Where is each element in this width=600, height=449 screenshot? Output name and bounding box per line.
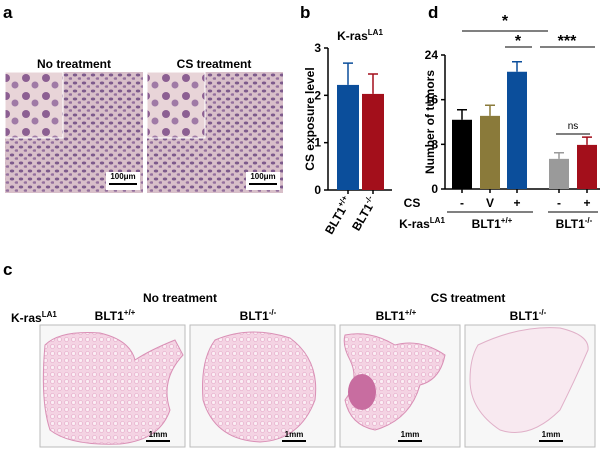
group-sup: -/- [585, 216, 593, 225]
lung-images [39, 324, 596, 448]
x-tick-label: + [513, 196, 520, 210]
y-tick-label: 8 [431, 137, 438, 151]
significance: *** [558, 33, 577, 50]
error-bar [554, 151, 564, 159]
image-label: BLT1+/+ [95, 308, 136, 323]
error-bar [582, 136, 592, 145]
image-label-text: BLT1 [240, 309, 269, 323]
panel-letter: b [300, 3, 310, 22]
header: CS treatment [431, 291, 506, 305]
bar [577, 144, 597, 189]
bar [337, 84, 359, 190]
row-label: CS [404, 196, 421, 210]
lung-section [202, 331, 317, 443]
bar [549, 158, 569, 189]
group-label: BLT1+/+ [472, 216, 513, 231]
y-tick-label: 1 [314, 136, 321, 150]
title-sup: LA1 [368, 28, 384, 37]
scale-box [106, 172, 140, 190]
row-label: K-rasLA1 [11, 310, 57, 325]
image-label: BLT1+/+ [376, 308, 417, 323]
group-text: BLT1 [472, 217, 501, 231]
x-tick-label: BLT1+/+ [321, 194, 354, 237]
group-text: BLT1 [556, 217, 585, 231]
image-label-text: BLT1 [510, 309, 539, 323]
bar [480, 115, 500, 189]
scale-label: 1mm [542, 430, 561, 439]
title-text: K-ras [337, 29, 368, 43]
bar [507, 71, 527, 189]
image-label-text: BLT1 [376, 309, 405, 323]
bar [452, 119, 472, 189]
chart-title: K-rasLA1 [337, 28, 383, 43]
y-tick-label: 16 [425, 93, 439, 107]
lung-section [42, 332, 184, 445]
lung-section [469, 327, 589, 433]
scale-label: 1mm [149, 430, 168, 439]
group-label: BLT1-/- [556, 216, 593, 231]
row-label: K-rasLA1 [399, 216, 445, 231]
error-bar [457, 108, 467, 120]
row-label-sup: LA1 [42, 310, 58, 319]
y-tick-label: 0 [314, 183, 321, 197]
panel-letter: a [3, 3, 13, 22]
x-tick-label: - [557, 196, 561, 210]
inset-image [4, 71, 64, 139]
significance: * [515, 33, 522, 50]
x-tick-label: BLT1-/- [348, 194, 379, 234]
significance: ns [568, 121, 579, 132]
bar [362, 93, 384, 190]
y-tick-label: 0 [431, 182, 438, 196]
x-tick-sup: +/+ [336, 194, 350, 209]
y-axis-label: CS exposure level [303, 67, 317, 170]
scale-box [246, 172, 280, 190]
row-label-text: K-ras [11, 311, 42, 325]
image-label: BLT1-/- [510, 308, 547, 323]
x-tick-label: V [486, 196, 494, 210]
x-tick-label: - [460, 196, 464, 210]
scale-label: 100μm [110, 172, 135, 181]
panel-letter: c [3, 260, 12, 279]
tumor [348, 374, 376, 410]
image-label-sup: -/- [539, 308, 547, 317]
image-title: CS treatment [177, 57, 252, 71]
image-label: BLT1-/- [240, 308, 277, 323]
x-tick-label: + [583, 196, 590, 210]
image-label-sup: +/+ [124, 308, 136, 317]
scale-label: 1mm [401, 430, 420, 439]
x-tick-sup: -/- [363, 194, 375, 205]
image-title: No treatment [37, 57, 111, 71]
image-label-text: BLT1 [95, 309, 124, 323]
image-label-sup: -/- [269, 308, 277, 317]
y-tick-label: 24 [425, 48, 439, 62]
error-bar [512, 60, 522, 72]
header: No treatment [143, 291, 217, 305]
row-label-text: K-ras [399, 217, 430, 231]
group-sup: +/+ [501, 216, 513, 225]
x-tick-text: BLT1 [349, 201, 376, 233]
y-tick-label: 3 [314, 41, 321, 55]
scale-label: 1mm [285, 430, 304, 439]
x-tick-text: BLT1 [322, 204, 349, 236]
scale-bars: 1mm 1mm 1mm 1mm [146, 430, 563, 442]
scale-label: 100μm [250, 172, 275, 181]
error-bar [368, 73, 378, 94]
error-bar [343, 62, 353, 85]
panel-letter: d [428, 3, 438, 22]
inset-image [146, 71, 206, 139]
y-tick-label: 2 [314, 88, 321, 102]
image-label-sup: +/+ [405, 308, 417, 317]
row-label-sup: LA1 [430, 216, 446, 225]
significance: * [502, 13, 509, 30]
error-bar [485, 104, 495, 116]
y-axis-label: Number of tumors [423, 70, 437, 174]
